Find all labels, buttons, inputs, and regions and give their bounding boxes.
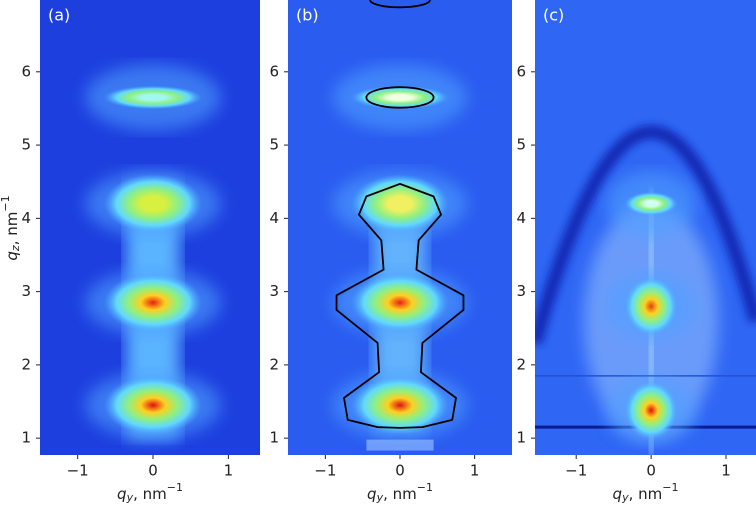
axis-sub: y xyxy=(621,491,629,504)
arc-shadow xyxy=(535,125,756,345)
y-tick-label: 3 xyxy=(269,282,279,300)
peak xyxy=(104,375,202,435)
axis-var: q xyxy=(367,485,377,503)
axis-unit: , nm xyxy=(629,485,663,503)
y-tick-label: 2 xyxy=(21,355,31,373)
peak xyxy=(351,273,449,332)
x-tick-label: 0 xyxy=(646,462,656,480)
y-tick-label: 2 xyxy=(269,355,279,373)
x-tick-label: 1 xyxy=(224,462,234,480)
axis-unit: , nm xyxy=(383,485,417,503)
y-tick-label: 4 xyxy=(516,209,526,227)
axis-sup: −1 xyxy=(417,481,433,494)
axis-unit: , nm xyxy=(133,485,167,503)
axis-unit: , nm xyxy=(3,212,21,246)
y-tick-label: 5 xyxy=(269,136,279,154)
contour xyxy=(369,0,431,9)
beamstop xyxy=(366,439,434,451)
peak xyxy=(104,273,202,332)
y-tick-label: 3 xyxy=(516,282,526,300)
peak xyxy=(624,380,678,440)
panel-label: (a) xyxy=(48,6,70,25)
axis-sup: −1 xyxy=(0,195,12,211)
peak xyxy=(351,174,449,233)
x-tick-label: 1 xyxy=(721,462,731,480)
axis-label: qy, nm−1 xyxy=(367,481,433,504)
axis-label: qy, nm−1 xyxy=(613,481,679,504)
y-tick-label: 2 xyxy=(516,355,526,373)
axis-label: qy, nm−1 xyxy=(117,481,183,504)
y-tick-label: 5 xyxy=(516,136,526,154)
y-tick-label: 4 xyxy=(269,209,279,227)
axis-var: q xyxy=(3,251,21,261)
axis-var: q xyxy=(117,485,127,503)
peak xyxy=(351,375,449,435)
y-tick-label: 6 xyxy=(516,62,526,80)
panel: (a) xyxy=(40,0,260,455)
panel: (c) xyxy=(535,0,756,455)
y-tick-label: 5 xyxy=(21,136,31,154)
y-tick-label: 6 xyxy=(21,62,31,80)
panel-label: (b) xyxy=(296,6,319,25)
contour xyxy=(335,183,465,429)
y-tick-label: 1 xyxy=(516,429,526,447)
axis-label: qz, nm−1 xyxy=(0,195,22,260)
contour xyxy=(365,86,435,109)
y-tick-label: 1 xyxy=(21,429,31,447)
axis-sub: y xyxy=(126,491,134,504)
y-tick-label: 4 xyxy=(21,209,31,227)
axis-sub: z xyxy=(9,245,22,252)
peak xyxy=(624,191,678,216)
x-tick-label: −1 xyxy=(565,462,587,480)
axis-var: q xyxy=(613,485,623,503)
panel-label: (c) xyxy=(543,6,564,25)
axis-sup: −1 xyxy=(167,481,183,494)
peak xyxy=(624,276,678,336)
y-tick-label: 6 xyxy=(269,62,279,80)
axis-sup: −1 xyxy=(662,481,678,494)
x-tick-label: −1 xyxy=(67,462,89,480)
peak xyxy=(351,85,449,110)
peak xyxy=(104,174,202,233)
peak xyxy=(104,85,202,110)
x-tick-label: −1 xyxy=(314,462,336,480)
panel: (b) xyxy=(288,0,512,455)
y-tick-label: 1 xyxy=(269,429,279,447)
x-tick-label: 0 xyxy=(148,462,158,480)
y-tick-label: 3 xyxy=(21,282,31,300)
x-tick-label: 1 xyxy=(470,462,480,480)
x-tick-label: 0 xyxy=(395,462,405,480)
axis-sub: y xyxy=(376,491,384,504)
